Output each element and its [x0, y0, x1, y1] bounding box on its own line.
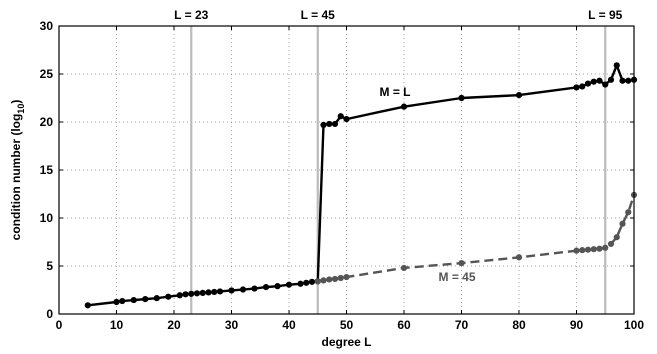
- series-1-point: [602, 81, 609, 88]
- series-1-point: [153, 295, 160, 302]
- series-1-point: [130, 296, 137, 304]
- series-1-point: [337, 113, 344, 120]
- reference-lines: L = 23 L = 45 L = 95: [174, 8, 623, 314]
- y-tick-label: 25: [40, 67, 54, 81]
- series-1-point: [285, 281, 293, 288]
- series-2-point: [607, 240, 615, 248]
- series-2-point: [625, 209, 632, 216]
- series-1-point: [262, 284, 270, 291]
- series-1-point: [199, 289, 206, 296]
- series-1-point: [274, 283, 281, 290]
- series-2-point: [337, 274, 344, 282]
- series-2-point: [343, 273, 350, 281]
- series-1-point: [613, 62, 620, 69]
- annotations: M = L M = 45: [379, 85, 475, 284]
- y-axis-label: condition number (log10): [9, 100, 26, 241]
- series-2-point: [602, 244, 609, 251]
- x-tick-label: 0: [56, 318, 63, 332]
- x-axis-label: degree L: [321, 335, 371, 349]
- series-1-point: [458, 94, 465, 102]
- series-annotation: M = 45: [438, 270, 475, 284]
- x-tick-label: 80: [512, 318, 526, 332]
- series-1-point: [142, 296, 149, 303]
- reference-line-label: L = 23: [174, 8, 208, 22]
- ticks: 0 10 20 30 40 50 60 70 80 90 100 0 5 10 15 20 25 30: [40, 19, 645, 332]
- series-1-point: [182, 291, 189, 298]
- y-tick-label: 10: [40, 211, 54, 225]
- series-1-point: [119, 297, 126, 305]
- grid: [59, 26, 634, 314]
- series-2-point: [573, 247, 580, 254]
- x-tick-label: 30: [225, 318, 239, 332]
- y-tick-label: 15: [40, 163, 54, 177]
- series-2-point: [314, 278, 321, 285]
- series-1-point: [308, 278, 316, 285]
- series-1-point: [625, 77, 632, 84]
- x-tick-label: 50: [340, 318, 354, 332]
- series-2-point: [596, 245, 603, 252]
- x-tick-label: 20: [167, 318, 181, 332]
- y-tick-label: 30: [40, 19, 54, 33]
- series-1-point: [251, 285, 258, 292]
- series-1-point: [326, 120, 333, 128]
- series-1-point: [619, 77, 626, 84]
- series-1-point: [579, 83, 586, 90]
- series-1-point: [331, 120, 339, 128]
- series-1-point: [607, 76, 615, 83]
- series-2-point: [619, 220, 626, 227]
- series-1-point: [320, 121, 327, 128]
- series-1-point: [596, 77, 603, 84]
- series-1-point: [303, 279, 310, 286]
- axis-labels: degree L condition number (log10): [9, 100, 372, 349]
- reference-line-label: L = 95: [588, 8, 622, 22]
- y-axis-label-main: condition number (log: [9, 114, 23, 241]
- series-1-point: [239, 286, 247, 293]
- series-1-point: [590, 78, 597, 85]
- reference-line-label: L = 45: [301, 8, 335, 22]
- series-1-point: [343, 116, 350, 123]
- series-1-point: [400, 103, 408, 110]
- series-1-point: [228, 287, 235, 294]
- x-tick-label: 100: [624, 318, 644, 332]
- series-1-point: [297, 280, 304, 287]
- series-2-point: [515, 254, 523, 261]
- series-line-2: [317, 194, 636, 283]
- series-2-point: [331, 275, 339, 283]
- x-tick-label: 60: [397, 318, 411, 332]
- series-group: [84, 62, 638, 309]
- series-2-point: [320, 277, 327, 284]
- series-1-point: [216, 288, 224, 295]
- x-tick-label: 90: [570, 318, 584, 332]
- series-2-point: [400, 264, 408, 272]
- y-axis-label-sub: 10: [16, 104, 26, 114]
- series-2-point: [579, 247, 586, 254]
- x-tick-label: 70: [455, 318, 469, 332]
- series-2-point: [326, 276, 333, 283]
- y-tick-label: 20: [40, 115, 54, 129]
- series-1-point: [188, 290, 195, 297]
- y-tick-label: 0: [46, 307, 53, 321]
- x-tick-label: 10: [110, 318, 124, 332]
- series-1-point: [584, 80, 592, 87]
- series-1-point: [205, 289, 212, 296]
- x-tick-label: 40: [282, 318, 296, 332]
- series-1-point: [573, 84, 580, 91]
- series-2-point: [613, 234, 620, 241]
- series-1-point: [113, 298, 120, 306]
- series-1-point: [84, 302, 91, 309]
- series-1-point: [165, 293, 172, 300]
- series-1-point: [515, 92, 523, 99]
- series-line-1: [87, 64, 635, 307]
- series-2-point: [590, 246, 597, 253]
- series-1-point: [211, 288, 218, 296]
- series-2-point: [458, 260, 465, 267]
- series-1-point: [176, 292, 183, 299]
- y-axis-label-end: ): [9, 100, 23, 104]
- series-2-point: [584, 246, 592, 253]
- series-annotation: M = L: [379, 85, 410, 99]
- series-1-point: [193, 290, 201, 297]
- y-tick-label: 5: [46, 259, 53, 273]
